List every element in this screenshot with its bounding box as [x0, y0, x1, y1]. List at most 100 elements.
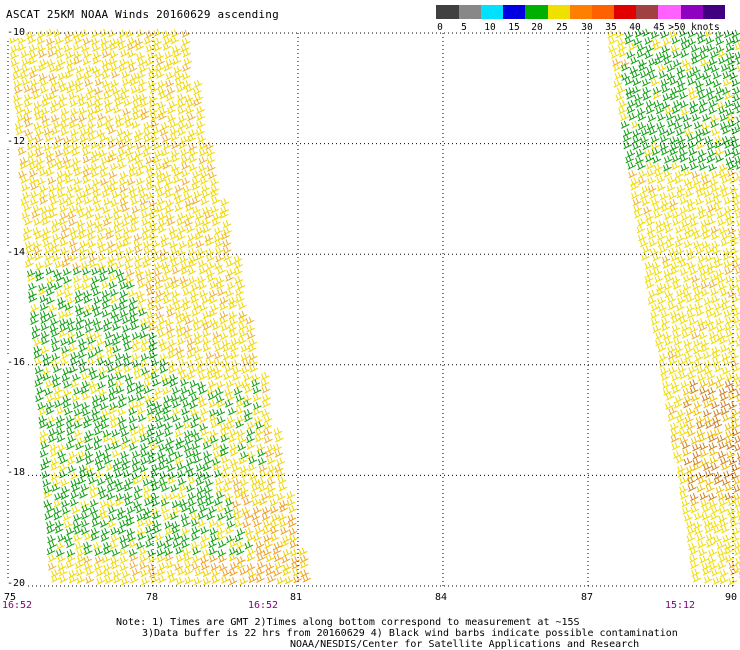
wind-barb: [202, 336, 212, 346]
wind-barb: [265, 562, 275, 571]
wind-barb: [651, 197, 660, 206]
wind-barb: [734, 443, 740, 452]
wind-barb: [222, 463, 232, 472]
wind-barb: [153, 43, 163, 52]
wind-barb: [691, 170, 701, 179]
wind-barb: [707, 387, 717, 396]
wind-barb: [84, 434, 93, 444]
wind-barb: [87, 357, 97, 366]
wind-barb: [266, 484, 276, 493]
wind-barb: [107, 364, 116, 373]
wind-barb: [697, 35, 707, 45]
wind-barb: [202, 225, 212, 234]
wind-barb: [42, 120, 51, 129]
wind-barb: [630, 177, 640, 186]
wind-barb: [94, 86, 103, 96]
wind-barb: [130, 224, 140, 233]
wind-barb: [166, 463, 176, 472]
wind-barb: [719, 575, 729, 585]
wind-barb: [702, 71, 712, 80]
wind-barb: [682, 448, 692, 457]
wind-barb: [35, 162, 45, 171]
wind-barb: [257, 457, 267, 466]
wind-barb: [46, 58, 56, 68]
wind-barb: [243, 373, 253, 382]
wind-barb: [733, 101, 740, 110]
wind-barb: [736, 122, 740, 131]
wind-barb: [267, 575, 276, 584]
wind-barb: [656, 287, 665, 296]
wind-barb: [39, 435, 49, 444]
wind-barb: [30, 310, 39, 319]
wind-barb: [719, 170, 728, 179]
wind-barb: [32, 91, 42, 100]
wind-barb: [83, 196, 93, 205]
wind-barb: [171, 141, 180, 150]
wind-barb: [690, 505, 700, 514]
wind-barb: [263, 428, 273, 437]
wind-barb: [29, 169, 38, 178]
wind-barb: [228, 301, 238, 310]
wind-barb: [187, 233, 197, 242]
wind-barb: [215, 254, 225, 263]
wind-barb: [17, 147, 27, 156]
wind-barb: [60, 127, 70, 137]
wind-barb: [115, 269, 125, 278]
wind-barb: [76, 72, 85, 81]
wind-barb: [211, 575, 221, 584]
wind-barb: [195, 211, 204, 221]
wind-barb: [29, 50, 39, 60]
wind-barb: [120, 541, 130, 550]
wind-barb: [66, 414, 75, 424]
wind-barb: [212, 337, 221, 346]
wind-barb: [705, 253, 714, 263]
wind-barb: [183, 325, 193, 334]
wind-barb: [64, 36, 73, 45]
wind-barb: [720, 238, 730, 247]
wind-barb: [74, 414, 83, 423]
wind-barb: [610, 50, 620, 59]
wind-barb: [57, 301, 67, 310]
wind-barb: [191, 526, 201, 535]
wind-barb: [61, 259, 71, 268]
wind-barb: [153, 141, 162, 150]
wind-barb: [236, 429, 246, 438]
wind-barb: [81, 392, 91, 401]
wind-barb: [97, 253, 107, 262]
wind-barb: [183, 421, 193, 430]
wind-barb: [676, 234, 685, 243]
wind-barb: [67, 336, 77, 346]
wind-barb: [81, 380, 91, 389]
wind-barb: [55, 273, 65, 282]
wind-barb: [137, 295, 147, 304]
wind-barb: [172, 296, 181, 305]
wind-barb: [54, 36, 64, 45]
wind-barb: [701, 288, 710, 297]
wind-barb: [90, 141, 100, 150]
wind-barb: [706, 210, 715, 219]
wind-barb: [677, 409, 686, 418]
wind-barb: [662, 260, 672, 269]
wind-barb: [193, 331, 203, 340]
wind-barb: [712, 79, 722, 88]
wind-barb: [109, 541, 119, 550]
wind-barb: [91, 275, 100, 285]
wind-barb: [126, 505, 136, 515]
wind-barb: [618, 49, 628, 58]
wind-barb: [157, 80, 167, 89]
wind-barb: [261, 512, 271, 521]
wind-barb: [636, 50, 646, 59]
wind-barb: [143, 246, 153, 255]
wind-barb: [279, 519, 289, 528]
wind-barb: [702, 113, 711, 122]
wind-barb: [137, 532, 147, 541]
wind-barb: [114, 478, 123, 487]
wind-barb: [166, 331, 176, 340]
wind-barb: [180, 386, 190, 395]
wind-barb: [132, 464, 141, 473]
wind-barb: [719, 519, 729, 528]
wind-barb: [58, 197, 68, 206]
wind-barb: [30, 78, 40, 87]
wind-barb: [186, 225, 195, 234]
wind-barb: [188, 163, 198, 172]
